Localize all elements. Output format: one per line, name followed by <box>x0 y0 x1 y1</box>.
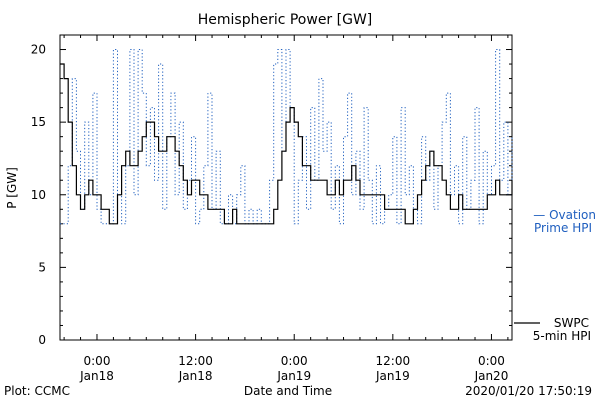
legend-ovation-line2: Prime HPI <box>534 221 592 235</box>
y-tick-label: 0 <box>38 333 46 347</box>
x-tick-day: Jan20 <box>474 369 509 383</box>
x-tick-day: Jan18 <box>178 369 213 383</box>
y-axis-ticks: 0 5 10 15 20 <box>31 43 512 347</box>
y-tick-label: 15 <box>31 115 46 129</box>
legend: — Ovation Prime HPI SWPC 5-min HPI <box>514 208 596 343</box>
x-tick-day: Jan19 <box>276 369 311 383</box>
x-tick-time: 12:00 <box>376 354 411 368</box>
legend-swpc-line1: SWPC <box>554 316 589 330</box>
y-tick-label: 5 <box>38 260 46 274</box>
y-tick-label: 10 <box>31 188 46 202</box>
y-tick-label: 20 <box>31 43 46 57</box>
footer-timestamp: 2020/01/20 17:50:19 <box>465 384 592 398</box>
x-tick-time: 0:00 <box>281 354 308 368</box>
x-tick-time: 12:00 <box>178 354 213 368</box>
series-layer <box>60 49 513 225</box>
legend-swpc-line2: 5-min HPI <box>533 329 591 343</box>
footer-plot-source: Plot: CCMC <box>4 384 70 398</box>
legend-ovation-line1: — Ovation <box>533 208 596 222</box>
x-tick-time: 0:00 <box>478 354 505 368</box>
x-axis-label: Date and Time <box>244 384 332 398</box>
chart-title: Hemispheric Power [GW] <box>198 12 373 28</box>
x-tick-day: Jan18 <box>79 369 114 383</box>
x-tick-time: 0:00 <box>84 354 111 368</box>
y-axis-label: P [GW] <box>5 167 19 209</box>
x-tick-day: Jan19 <box>375 369 410 383</box>
x-axis-ticks: 0:00Jan1812:00Jan180:00Jan1912:00Jan190:… <box>63 35 509 383</box>
series-swpc-line <box>60 63 513 225</box>
